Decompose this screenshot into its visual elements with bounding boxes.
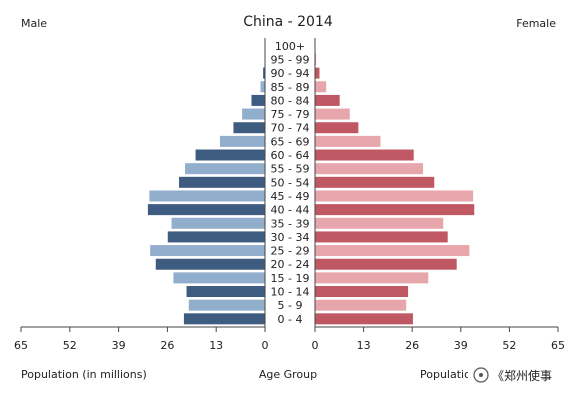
age-label-0-to-4: 0 - 4 <box>278 313 303 326</box>
female-bar-30-to-34 <box>315 231 448 243</box>
male-tick-label: 26 <box>160 339 174 352</box>
age-label-85-to-89: 85 - 89 <box>271 81 310 94</box>
female-bar-0-to-4 <box>315 313 413 325</box>
age-label-90-to-94: 90 - 94 <box>271 67 310 80</box>
age-axis-label: Age Group <box>259 368 317 381</box>
female-tick-label: 52 <box>502 339 516 352</box>
age-label-65-to-69: 65 - 69 <box>271 135 310 148</box>
age-label-30-to-34: 30 - 34 <box>271 231 310 244</box>
female-bar-90-to-94 <box>315 67 320 79</box>
female-bar-65-to-69 <box>315 135 381 147</box>
age-label-100plus: 100+ <box>275 40 305 53</box>
female-bar-15-to-19 <box>315 272 429 284</box>
age-label-25-to-29: 25 - 29 <box>271 245 310 258</box>
chart-title: China - 2014 <box>243 14 333 30</box>
age-label-15-to-19: 15 - 19 <box>271 272 310 285</box>
female-bar-80-to-84 <box>315 94 340 106</box>
male-tick-label: 39 <box>112 339 126 352</box>
female-bar-40-to-44 <box>315 204 475 216</box>
male-bar-45-to-49 <box>149 190 265 202</box>
female-header: Female <box>516 17 556 30</box>
female-x-ticks: 0 13 26 39 52 65 <box>312 327 565 352</box>
male-bar-55-to-59 <box>185 163 265 175</box>
female-tick-label: 13 <box>357 339 371 352</box>
female-bar-5-to-9 <box>315 299 407 311</box>
female-bar-25-to-29 <box>315 245 470 257</box>
female-bar-45-to-49 <box>315 190 474 202</box>
male-tick-label: 0 <box>262 339 269 352</box>
watermark-text: 《郑州使事 <box>492 368 552 383</box>
female-bars <box>315 40 475 325</box>
age-label-10-to-14: 10 - 14 <box>271 286 310 299</box>
age-label-20-to-24: 20 - 24 <box>271 258 310 271</box>
male-bar-80-to-84 <box>251 94 265 106</box>
female-bar-60-to-64 <box>315 149 414 161</box>
male-bar-0-to-4 <box>183 313 265 325</box>
male-bar-5-to-9 <box>188 299 265 311</box>
male-header: Male <box>21 17 47 30</box>
age-label-60-to-64: 60 - 64 <box>271 149 310 162</box>
male-bars <box>147 40 265 325</box>
female-bar-35-to-39 <box>315 217 444 229</box>
male-bar-35-to-39 <box>171 217 265 229</box>
age-label-35-to-39: 35 - 39 <box>271 217 310 230</box>
female-tick-label: 0 <box>312 339 319 352</box>
male-bar-75-to-79 <box>242 108 265 120</box>
male-bar-85-to-89 <box>260 81 265 93</box>
female-bar-10-to-14 <box>315 286 409 298</box>
male-bar-50-to-54 <box>179 176 265 188</box>
male-bar-65-to-69 <box>219 135 265 147</box>
male-tick-label: 65 <box>14 339 28 352</box>
male-bar-90-to-94 <box>263 67 265 79</box>
female-bar-20-to-24 <box>315 258 457 270</box>
age-label-50-to-54: 50 - 54 <box>271 176 310 189</box>
age-label-40-to-44: 40 - 44 <box>271 204 310 217</box>
male-bar-60-to-64 <box>195 149 265 161</box>
male-bar-25-to-29 <box>150 245 265 257</box>
male-bar-10-to-14 <box>186 286 265 298</box>
male-bar-15-to-19 <box>173 272 265 284</box>
age-label-75-to-79: 75 - 79 <box>271 108 310 121</box>
wechat-logo-icon <box>473 367 489 383</box>
male-bar-40-to-44 <box>147 204 265 216</box>
female-bar-95-to-99 <box>315 53 317 65</box>
male-bar-20-to-24 <box>155 258 265 270</box>
male-bar-70-to-74 <box>233 122 265 134</box>
age-label-70-to-74: 70 - 74 <box>271 122 310 135</box>
female-tick-label: 65 <box>551 339 565 352</box>
female-bar-85-to-89 <box>315 81 327 93</box>
female-tick-label: 39 <box>454 339 468 352</box>
watermark-backdrop <box>468 364 558 386</box>
female-bar-70-to-74 <box>315 122 359 134</box>
male-tick-label: 52 <box>63 339 77 352</box>
female-tick-label: 26 <box>405 339 419 352</box>
age-label-5-to-9: 5 - 9 <box>278 299 303 312</box>
male-x-ticks: 65 52 39 26 13 0 <box>14 327 269 352</box>
female-bar-50-to-54 <box>315 176 435 188</box>
male-tick-label: 13 <box>209 339 223 352</box>
age-label-45-to-49: 45 - 49 <box>271 190 310 203</box>
male-bar-30-to-34 <box>167 231 265 243</box>
age-label-80-to-84: 80 - 84 <box>271 94 310 107</box>
wechat-logo-dot-icon <box>479 373 483 377</box>
male-x-axis-label: Population (in millions) <box>21 368 147 381</box>
age-label-55-to-59: 55 - 59 <box>271 163 310 176</box>
female-bar-55-to-59 <box>315 163 424 175</box>
age-label-95-to-99: 95 - 99 <box>271 53 310 66</box>
female-bar-75-to-79 <box>315 108 350 120</box>
